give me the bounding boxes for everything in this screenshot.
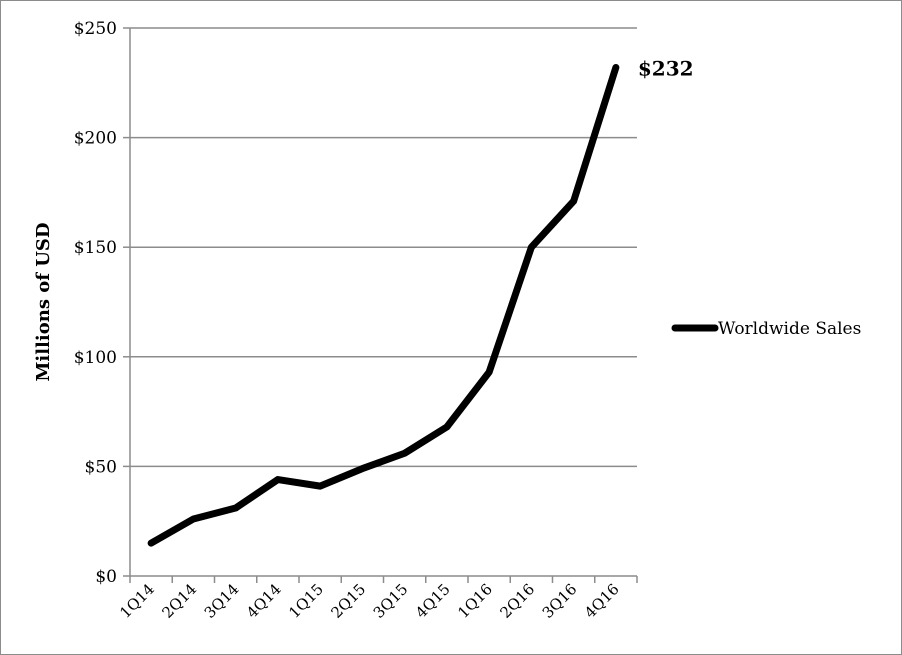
- y-tick-label: $0: [95, 567, 117, 587]
- data-label: $232: [638, 56, 694, 80]
- x-tick-label: 1Q16: [454, 580, 496, 622]
- series-line: [147, 63, 620, 547]
- x-tick-label: 2Q16: [497, 580, 539, 622]
- x-tick-label: 4Q14: [243, 580, 285, 622]
- y-tick-label: $150: [74, 238, 117, 258]
- x-tick-label: 4Q15: [412, 580, 454, 622]
- legend-label: Worldwide Sales: [718, 319, 861, 339]
- axes: [123, 27, 638, 583]
- x-tick-label: 2Q14: [159, 580, 201, 622]
- legend[interactable]: Worldwide Sales: [671, 319, 861, 339]
- x-tick-label: 2Q15: [328, 580, 370, 622]
- y-axis-label: Millions of USD: [33, 222, 54, 381]
- y-tick-labels: $0 $50 $100 $150 $200 $250: [74, 19, 117, 587]
- gridlines: [130, 27, 637, 468]
- data-labels: $232: [638, 56, 694, 80]
- x-tick-label: 1Q14: [116, 580, 158, 622]
- y-tick-label: $50: [85, 457, 117, 477]
- x-tick-label: 3Q15: [370, 580, 412, 622]
- series-lines: [147, 63, 620, 547]
- x-tick-label: 3Q16: [539, 580, 581, 622]
- x-tick-label: 4Q16: [581, 580, 623, 622]
- y-tick-label: $200: [74, 129, 117, 149]
- y-tick-label: $250: [74, 19, 117, 39]
- x-tick-label: 3Q14: [201, 580, 243, 622]
- x-tick-labels: 1Q14 2Q14 3Q14 4Q14 1Q15 2Q15 3Q15 4Q15 1Q16 2Q16…: [116, 580, 622, 622]
- x-tick-label: 1Q15: [285, 580, 327, 622]
- y-tick-label: $100: [74, 348, 117, 368]
